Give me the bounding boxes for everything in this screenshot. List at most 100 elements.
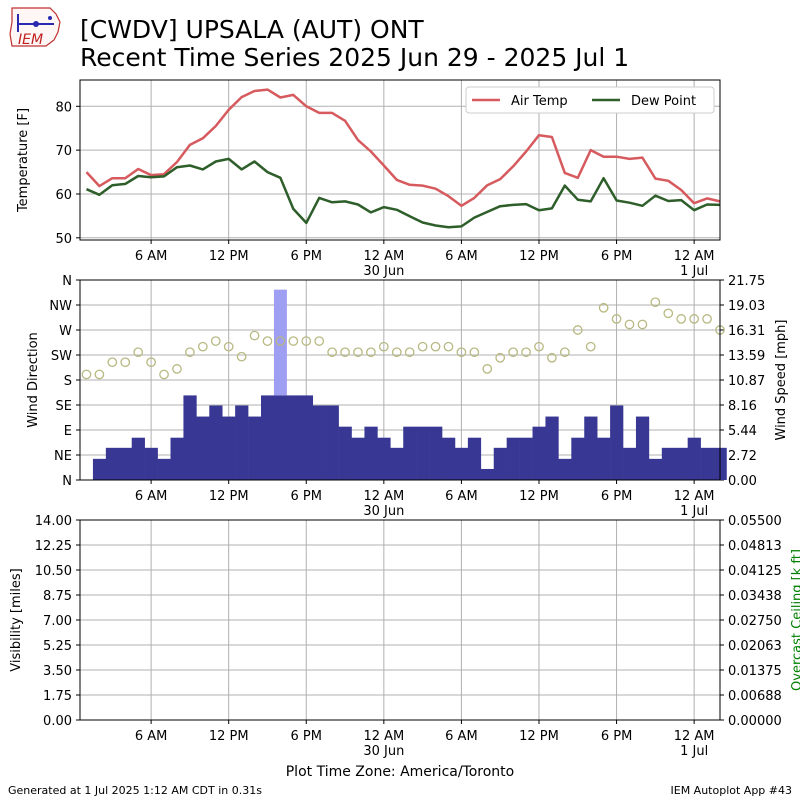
plot-frame	[79, 279, 721, 481]
wind-speed-bar	[519, 437, 533, 480]
x-tick-label: 6 PM	[291, 729, 322, 744]
x-tick-label: 12 AM	[674, 489, 715, 504]
wind-direction-tick-label: E	[64, 424, 72, 439]
ceiling-tick-label: 0.02750	[728, 614, 782, 629]
wind-speed-bar	[635, 416, 650, 480]
x-tick-label: 6 AM	[135, 729, 168, 744]
x-tick-label: 12 AM	[363, 489, 404, 504]
wind-speed-bar	[506, 437, 520, 480]
wind-direction-point	[378, 341, 389, 352]
visibility-tick-label: 0.00	[43, 714, 72, 729]
wind-direction-point	[340, 347, 350, 358]
wind-speed-bar	[170, 437, 184, 480]
wind-direction-point	[572, 325, 583, 335]
x-tick-label: 12 PM	[519, 729, 559, 744]
x-tick-label: 12 PM	[519, 489, 559, 504]
app-label: IEM Autoplot App #43	[670, 784, 793, 797]
wind-speed-bar	[571, 437, 585, 480]
visibility-tick-label: 8.75	[43, 589, 72, 604]
plot-frame	[79, 79, 721, 241]
wind-direction-point	[94, 369, 105, 380]
wind-speed-bar	[273, 395, 288, 480]
wind-direction-point	[314, 336, 325, 346]
wind-gust-bar	[273, 289, 287, 396]
wind-direction-point	[120, 357, 131, 368]
wind-direction-point	[210, 336, 221, 346]
wind-speed-tick-label: 5.44	[728, 424, 757, 439]
wind-direction-point	[534, 341, 544, 352]
x-tick-label: 6 PM	[291, 489, 322, 504]
wind-direction-tick-label: NW	[49, 299, 72, 314]
wind-speed-bar	[131, 437, 145, 480]
wind-direction-point	[236, 351, 247, 362]
legend-label-air-temp: Air Temp	[511, 94, 568, 109]
wind-speed-bar	[118, 447, 133, 480]
wind-speed-bar	[480, 468, 495, 480]
y-tick-label: 80	[55, 100, 72, 115]
wind-speed-bar	[312, 405, 326, 480]
wind-speed-bar	[144, 447, 158, 480]
legend-label-dew-point: Dew Point	[631, 94, 696, 109]
wind-direction-point	[702, 314, 712, 324]
x-tick-label: 6 AM	[445, 489, 478, 504]
ceiling-tick-label: 0.00688	[728, 689, 782, 704]
ceiling-tick-label: 0.04813	[728, 539, 782, 554]
wind-direction-point	[637, 319, 648, 330]
wind-speed-bar	[558, 458, 572, 480]
x-tick-sublabel: 30 Jun	[363, 264, 404, 279]
wind-speed-bar	[377, 437, 391, 480]
wind-speed-bar	[364, 426, 378, 480]
visibility-tick-label: 12.25	[35, 539, 72, 554]
wind-direction-point	[456, 347, 467, 358]
x-tick-label: 6 AM	[135, 489, 168, 504]
visibility-panel: 0.00 0.00000 1.75 0.00688 3.50 0.01375 5.25 0.0…	[9, 514, 800, 759]
visibility-tick-label: 10.50	[35, 564, 72, 579]
wind-speed-bar	[532, 426, 546, 480]
temperature-axis-label: Temperature [F]	[16, 108, 31, 213]
x-tick-label: 6 AM	[445, 729, 478, 744]
wind-direction-point	[443, 341, 454, 352]
wind-speed-tick-label: 8.16	[728, 399, 757, 414]
wind-direction-point	[689, 314, 699, 324]
wind-speed-bar	[222, 416, 236, 480]
wind-direction-tick-label: SW	[51, 349, 72, 364]
wind-direction-point	[366, 347, 376, 358]
wind-direction-axis-label: Wind Direction	[26, 332, 41, 428]
wind-speed-bar	[454, 447, 469, 480]
wind-direction-point	[262, 336, 273, 346]
wind-direction-point	[146, 357, 156, 368]
air-temp-line	[85, 88, 721, 208]
visibility-tick-label: 14.00	[35, 514, 72, 529]
ceiling-tick-label: 0.02063	[728, 639, 782, 654]
visibility-tick-label: 5.25	[43, 639, 72, 654]
wind-speed-bar	[700, 447, 714, 480]
ceiling-tick-label: 0.00000	[728, 714, 782, 729]
x-tick-label: 6 PM	[601, 729, 632, 744]
wind-direction-point	[430, 341, 441, 352]
wind-speed-bar	[661, 447, 676, 480]
wind-direction-point	[417, 341, 428, 352]
dew-point-line	[86, 157, 721, 229]
chart-title-range: Recent Time Series 2025 Jun 29 - 2025 Ju…	[80, 43, 630, 72]
wind-direction-point	[482, 364, 493, 374]
wind-direction-point	[301, 336, 312, 346]
wind-direction-point	[353, 347, 363, 358]
wind-speed-axis-label: Wind Speed [mph]	[774, 320, 789, 441]
x-tick-label: 6 PM	[601, 489, 632, 504]
wind-speed-bar	[597, 437, 611, 480]
wind-direction-point	[469, 347, 480, 358]
wind-speed-bar	[545, 416, 559, 480]
wind-speed-bar	[390, 447, 404, 480]
wind-speed-tick-label: 2.72	[728, 449, 757, 464]
wind-direction-point	[275, 336, 286, 346]
wind-direction-tick-label: SE	[56, 399, 72, 414]
ceiling-tick-label: 0.03438	[728, 589, 782, 604]
wind-direction-point	[624, 319, 635, 330]
wind-direction-tick-label: N	[62, 274, 72, 289]
wind-speed-bar	[286, 395, 301, 480]
wind-direction-point	[521, 347, 531, 358]
wind-speed-bar	[261, 395, 275, 480]
wind-speed-tick-label: 19.03	[728, 299, 765, 314]
wind-speed-bar	[338, 426, 352, 480]
x-tick-label: 12 AM	[363, 729, 404, 744]
